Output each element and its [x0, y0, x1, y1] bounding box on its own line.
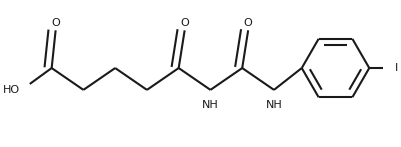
Text: O: O — [180, 18, 188, 28]
Text: NH: NH — [265, 100, 282, 110]
Text: O: O — [51, 18, 60, 28]
Text: NH: NH — [202, 100, 218, 110]
Text: O: O — [243, 18, 252, 28]
Text: I: I — [394, 63, 397, 73]
Text: HO: HO — [3, 85, 20, 95]
